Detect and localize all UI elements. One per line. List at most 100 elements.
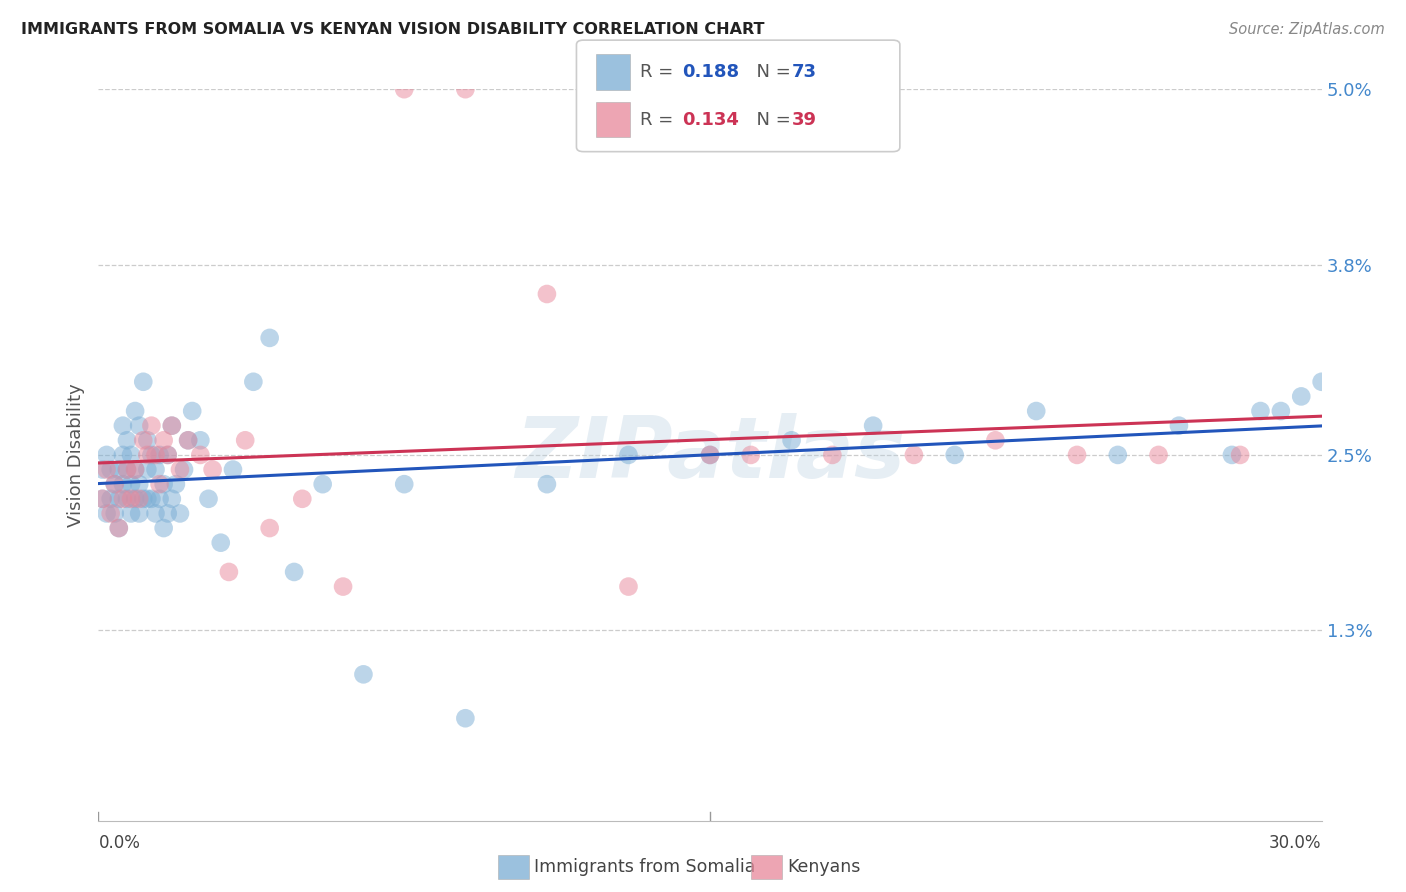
Point bbox=[136, 448, 159, 462]
Point bbox=[536, 287, 558, 301]
Point bbox=[1249, 404, 1271, 418]
Point bbox=[699, 448, 721, 462]
Point bbox=[1310, 375, 1333, 389]
Point bbox=[903, 448, 925, 462]
Point bbox=[169, 507, 191, 521]
Point bbox=[165, 477, 187, 491]
Point bbox=[96, 462, 118, 476]
Point bbox=[108, 521, 131, 535]
Point bbox=[100, 507, 122, 521]
Text: 0.134: 0.134 bbox=[682, 111, 738, 128]
Point bbox=[124, 404, 146, 418]
Point bbox=[1147, 448, 1170, 462]
Point bbox=[141, 418, 163, 433]
Point bbox=[120, 477, 142, 491]
Point bbox=[136, 491, 159, 506]
Point bbox=[132, 434, 155, 448]
Point bbox=[352, 667, 374, 681]
Point bbox=[699, 448, 721, 462]
Point bbox=[100, 462, 122, 476]
Point bbox=[177, 434, 200, 448]
Point bbox=[242, 375, 264, 389]
Point bbox=[149, 477, 172, 491]
Point bbox=[392, 477, 416, 491]
Point bbox=[222, 462, 245, 476]
Point bbox=[132, 491, 155, 506]
Point bbox=[1229, 448, 1251, 462]
Text: 0.188: 0.188 bbox=[682, 63, 740, 81]
Text: ZIPatlas: ZIPatlas bbox=[515, 413, 905, 497]
Text: Immigrants from Somalia: Immigrants from Somalia bbox=[534, 858, 755, 876]
Text: Kenyans: Kenyans bbox=[787, 858, 860, 876]
Point bbox=[617, 448, 640, 462]
Point bbox=[145, 448, 167, 462]
Text: R =: R = bbox=[640, 111, 679, 128]
Text: IMMIGRANTS FROM SOMALIA VS KENYAN VISION DISABILITY CORRELATION CHART: IMMIGRANTS FROM SOMALIA VS KENYAN VISION… bbox=[21, 22, 765, 37]
Point bbox=[201, 462, 224, 476]
Point bbox=[145, 507, 167, 521]
Point bbox=[111, 477, 134, 491]
Point bbox=[188, 448, 212, 462]
Point bbox=[136, 462, 159, 476]
Point bbox=[124, 491, 146, 506]
Point bbox=[141, 448, 163, 462]
Point bbox=[1270, 404, 1292, 418]
Point bbox=[115, 462, 138, 476]
Point bbox=[128, 418, 150, 433]
Point bbox=[173, 462, 195, 476]
Point bbox=[1025, 404, 1047, 418]
Point bbox=[160, 491, 183, 506]
Text: Source: ZipAtlas.com: Source: ZipAtlas.com bbox=[1229, 22, 1385, 37]
Point bbox=[124, 462, 146, 476]
Point bbox=[152, 434, 174, 448]
Point bbox=[104, 477, 127, 491]
Point bbox=[91, 491, 114, 506]
Point bbox=[100, 491, 122, 506]
Point bbox=[115, 491, 138, 506]
Point bbox=[821, 448, 844, 462]
Point bbox=[1066, 448, 1088, 462]
Point bbox=[209, 535, 232, 549]
Point bbox=[332, 580, 354, 594]
Point bbox=[149, 448, 172, 462]
Point bbox=[96, 448, 118, 462]
Point bbox=[108, 462, 131, 476]
Point bbox=[156, 448, 179, 462]
Point bbox=[152, 521, 174, 535]
Point bbox=[169, 462, 191, 476]
Point bbox=[259, 521, 281, 535]
Point bbox=[291, 491, 314, 506]
Point bbox=[111, 418, 134, 433]
Text: 30.0%: 30.0% bbox=[1270, 834, 1322, 852]
Point bbox=[160, 418, 183, 433]
Point bbox=[984, 434, 1007, 448]
Point bbox=[536, 477, 558, 491]
Point bbox=[177, 434, 200, 448]
Point bbox=[115, 462, 138, 476]
Point bbox=[259, 331, 281, 345]
Point bbox=[1220, 448, 1243, 462]
Point bbox=[188, 434, 212, 448]
Point bbox=[141, 491, 163, 506]
Point bbox=[740, 448, 762, 462]
Point bbox=[120, 507, 142, 521]
Point bbox=[128, 477, 150, 491]
Point bbox=[104, 477, 127, 491]
Text: 73: 73 bbox=[792, 63, 817, 81]
Text: R =: R = bbox=[640, 63, 679, 81]
Point bbox=[156, 507, 179, 521]
Point bbox=[780, 434, 803, 448]
Point bbox=[156, 448, 179, 462]
Text: N =: N = bbox=[745, 63, 797, 81]
Point bbox=[943, 448, 966, 462]
Point bbox=[111, 491, 134, 506]
Point bbox=[108, 521, 131, 535]
Point bbox=[233, 434, 256, 448]
Point bbox=[91, 462, 114, 476]
Point bbox=[218, 565, 240, 579]
Point bbox=[120, 491, 142, 506]
Y-axis label: Vision Disability: Vision Disability bbox=[66, 383, 84, 527]
Point bbox=[862, 418, 884, 433]
Point bbox=[1107, 448, 1129, 462]
Point bbox=[108, 491, 131, 506]
